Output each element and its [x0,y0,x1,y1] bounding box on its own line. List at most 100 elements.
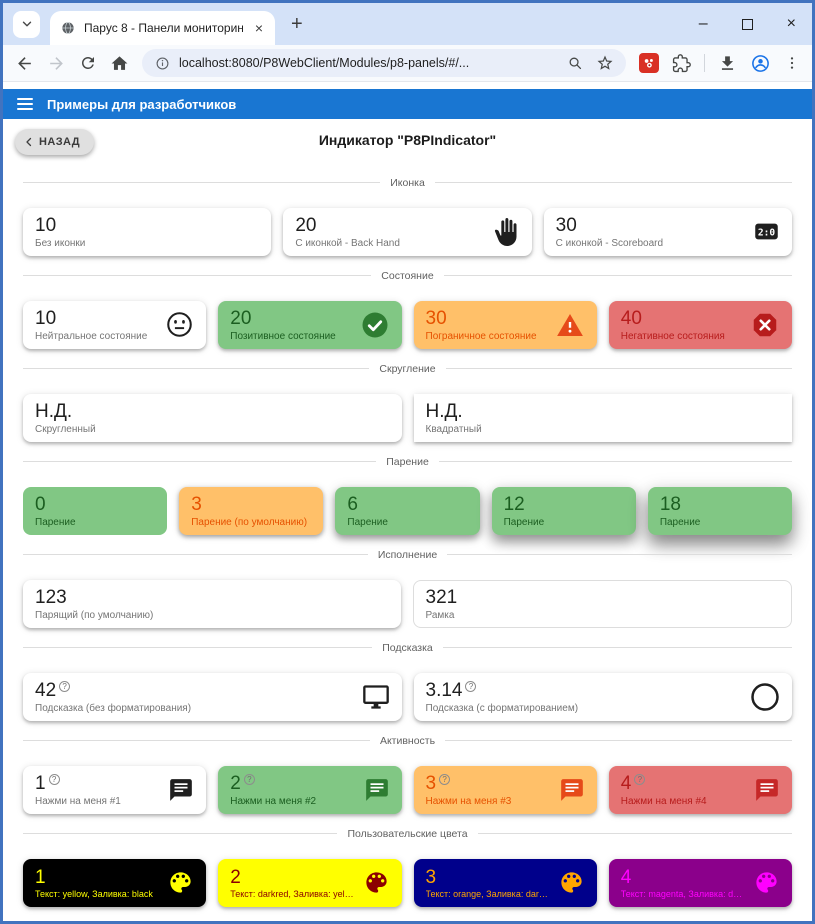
row-activity: 1? Нажми на меня #1 2? Нажми на меня #2 … [23,766,792,814]
profile-icon[interactable] [750,53,771,74]
row-icon: 10 Без иконки 20 С иконкой - Back Hand 3… [23,208,792,256]
row-custom-colors: 1 Текст: yellow, Заливка: black 2 Текст:… [23,859,792,907]
page-title: Индикатор "P8PIndicator" [318,132,497,148]
help-icon: ? [465,681,477,693]
clickable-indicator-4[interactable]: 4? Нажми на меня #4 [608,766,792,814]
indicator-card-elevated: 123 Парящий (по умолчанию) [23,580,401,628]
sentiment-neutral-icon [165,310,194,339]
palette-icon [363,869,390,896]
hamburger-menu-icon[interactable] [17,98,33,110]
desktop-icon [362,683,390,711]
browser-tab[interactable]: Парус 8 - Панели мониторинг × [50,11,275,45]
indicator-card-tooltip-plain: 42? Подсказка (без форматирования) [23,673,402,721]
section-divider-custom-colors: Пользовательские цвета [23,827,792,840]
zoom-search-icon[interactable] [567,55,584,72]
back-hand-icon [492,217,520,246]
omnibox-actions [567,54,614,72]
indicator-card-darkmagenta-magenta: 4 Текст: magenta, Заливка: darkmage... [608,859,792,907]
indicator-card-neutral: 10 Нейтральное состояние [23,301,207,349]
palette-icon [753,869,780,896]
home-icon[interactable] [110,54,129,73]
tab-search-chevron-button[interactable] [13,10,40,38]
palette-icon [558,869,585,896]
extension-icon[interactable] [639,53,659,73]
close-button[interactable]: × [786,15,796,32]
page-header: НАЗАД Индикатор "P8PIndicator" [3,127,812,163]
help-icon: ? [634,774,646,786]
tab-strip: Парус 8 - Панели мониторинг × + – × [3,3,812,45]
tab-title: Парус 8 - Панели мониторинг [84,21,243,35]
svg-text:2:0: 2:0 [758,227,775,238]
indicator-card-darkblue-orange: 3 Текст: orange, Заливка: darkblue [413,859,597,907]
back-arrow-icon[interactable] [15,54,34,73]
app-bar: Примеры для разработчиков [3,89,812,119]
indicator-card-elevation-0: 0 Парение [23,487,168,535]
indicator-card-square: Н.Д. Квадратный [413,394,792,442]
clickable-indicator-2[interactable]: 2? Нажми на меня #2 [218,766,402,814]
browser-toolbar: localhost:8080/P8WebClient/Modules/p8-pa… [3,45,812,82]
row-tooltip: 42? Подсказка (без форматирования) 3.14?… [23,673,792,721]
indicator-card-yellow-darkred: 2 Текст: darkred, Заливка: yellow [218,859,402,907]
indicator-card-outlined: 321 Рамка [412,580,792,628]
indicator-card-elevation-6: 6 Парение [335,487,480,535]
app-title: Примеры для разработчиков [47,96,237,112]
section-divider-rounding: Скругление [23,362,792,375]
indicator-card-elevation-18: 18 Парение [647,487,793,535]
indicator-card-negative: 40 Негативное состояния [608,301,792,349]
indicator-card-warning: 30 Пограничное состояние [413,301,597,349]
window-controls: – × [699,3,796,45]
help-icon: ? [439,774,451,786]
scoreboard-icon: 2:0 [753,218,780,245]
chat-icon [168,777,194,803]
row-rounding: Н.Д. Скругленный Н.Д. Квадратный [23,394,792,442]
reload-icon[interactable] [79,54,97,72]
address-bar[interactable]: localhost:8080/P8WebClient/Modules/p8-pa… [142,49,626,77]
chrome-page-gap [3,82,812,89]
indicator-card: 20 С иконкой - Back Hand [283,208,532,256]
new-tab-button[interactable]: + [291,12,303,35]
section-divider-state: Состояние [23,269,792,282]
section-divider-elevation: Парение [23,455,792,468]
check-circle-icon [360,310,390,340]
back-button[interactable]: НАЗАД [15,129,94,155]
minimize-button[interactable]: – [698,15,708,32]
indicator-card-elevation-3: 3 Парение (по умолчанию) [179,487,324,535]
chevron-left-icon [26,137,32,147]
circle-outline-icon [750,682,780,712]
toolbar-divider [704,54,705,72]
back-button-label: НАЗАД [39,136,80,148]
indicator-card-positive: 20 Позитивное состояние [218,301,402,349]
extensions-puzzle-icon[interactable] [672,53,691,73]
maximize-button[interactable] [741,18,753,30]
chat-icon [559,777,585,803]
help-icon: ? [243,774,255,786]
download-icon[interactable] [718,54,737,73]
row-variant: 123 Парящий (по умолчанию) 321 Рамка [23,580,792,628]
chat-icon [364,777,390,803]
chat-icon [754,777,780,803]
page-content: НАЗАД Индикатор "P8PIndicator" Иконка 10… [3,119,812,921]
section-divider-icon: Иконка [23,176,792,189]
clickable-indicator-3[interactable]: 3? Нажми на меня #3 [413,766,597,814]
indicator-card-rounded: Н.Д. Скругленный [23,394,402,442]
cancel-octagon-icon [750,310,780,340]
indicator-card-black-yellow: 1 Текст: yellow, Заливка: black [23,859,207,907]
clickable-indicator-1[interactable]: 1? Нажми на меня #1 [23,766,207,814]
tab-close-button[interactable]: × [254,20,264,36]
section-divider-tooltip: Подсказка [23,641,792,654]
palette-icon [167,869,194,896]
indicator-card: 10 Без иконки [23,208,272,256]
url-text: localhost:8080/P8WebClient/Modules/p8-pa… [179,56,470,70]
forward-arrow-icon[interactable] [47,54,66,73]
kebab-menu-icon[interactable] [784,55,800,71]
section-divider-variant: Исполнение [23,548,792,561]
indicator-card-tooltip-formatted: 3.14? Подсказка (с форматированием) [413,673,792,721]
indicator-card-elevation-12: 12 Парение [491,487,636,535]
warning-icon [555,310,585,340]
indicator-card: 30 С иконкой - Scoreboard 2:0 [543,208,792,256]
help-icon: ? [48,774,60,786]
bookmark-star-icon[interactable] [596,54,614,72]
site-info-icon[interactable] [154,55,171,72]
row-elevation: 0 Парение 3 Парение (по умолчанию) 6 Пар… [23,487,793,535]
